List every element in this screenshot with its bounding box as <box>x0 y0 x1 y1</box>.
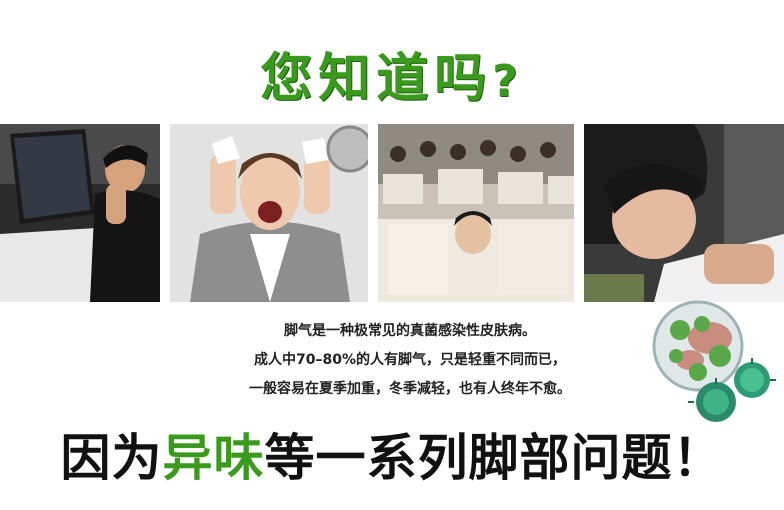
body-line-2: 成人中70–80%的人有脚气，只是轻重不同而已， <box>200 349 620 369</box>
headline: 您知道吗? <box>0 36 784 111</box>
slogan-prefix: 因为 <box>61 429 163 487</box>
slogan-highlight: 异味 <box>163 429 265 487</box>
headline-question-mark: ? <box>492 56 524 107</box>
photo-classroom-students <box>378 124 574 302</box>
body-line-3: 一般容易在夏季加重，冬季减轻，也有人终年不愈。 <box>200 378 620 398</box>
photo-sleeping-boy <box>584 124 784 302</box>
photo-screaming-woman <box>170 124 368 302</box>
photo-man-at-laptop <box>0 124 160 302</box>
slogan-suffix: 等一系列脚部问题！ <box>265 429 724 487</box>
bacteria-illustration <box>640 298 784 426</box>
body-line-1: 脚气是一种极常见的真菌感染性皮肤病。 <box>200 320 620 340</box>
headline-text: 您知道吗 <box>260 49 492 109</box>
bottom-slogan: 因为异味等一系列脚部问题！ <box>0 418 784 490</box>
